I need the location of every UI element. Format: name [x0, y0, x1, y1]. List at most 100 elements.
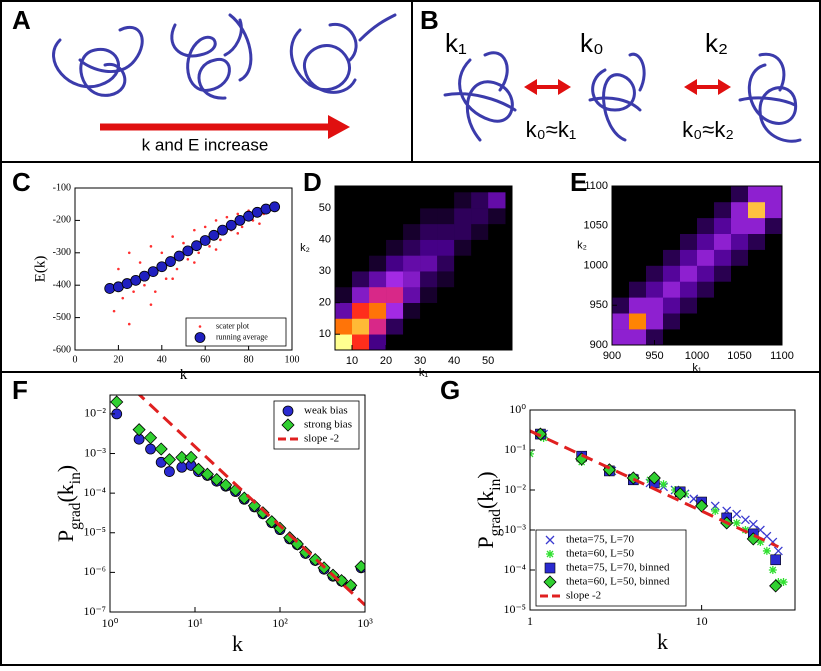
legend-label: theta=75, L=70, binned [566, 562, 670, 574]
colorbar-label: 16 [530, 180, 542, 192]
cell [646, 186, 664, 203]
cell [765, 186, 782, 203]
cell [748, 313, 766, 330]
y-label-part: grad [67, 502, 84, 530]
y-label-part: in [487, 478, 504, 490]
cell [731, 265, 749, 282]
cell [612, 201, 630, 219]
cell [629, 297, 647, 314]
x-tick-label: 20 [113, 354, 123, 365]
cell [335, 271, 353, 288]
point [769, 579, 783, 593]
cell [748, 233, 766, 250]
cell [629, 217, 647, 234]
relation: k₀≈k₂ [682, 117, 734, 142]
colorbar [790, 186, 800, 345]
point [354, 560, 365, 574]
point [143, 283, 146, 287]
cell [352, 255, 370, 272]
cell [748, 297, 766, 314]
cell [663, 217, 681, 234]
y-tick-label: 40 [319, 234, 331, 246]
x-tick-label: 1050 [727, 350, 751, 362]
legend-label: weak bias [304, 405, 348, 417]
colorbar-label: 4 [804, 268, 810, 280]
point [145, 443, 156, 455]
cell [765, 297, 782, 314]
point [175, 450, 189, 464]
point [234, 214, 246, 226]
cell [765, 201, 782, 219]
point [175, 267, 179, 271]
point [256, 506, 270, 520]
point [647, 471, 661, 485]
colorbar-label: 10 [530, 241, 542, 253]
y-label-part: grad [487, 509, 504, 537]
cell [403, 271, 421, 288]
cell [420, 318, 438, 335]
point [265, 515, 279, 529]
colorbar-label: 6 [530, 282, 536, 294]
knots-a [52, 13, 397, 100]
cell [488, 271, 506, 288]
cell [403, 302, 421, 319]
cell [420, 302, 438, 319]
line [530, 429, 780, 549]
cell [454, 239, 472, 256]
cell [420, 208, 438, 225]
cell [352, 302, 370, 319]
cell [437, 271, 455, 288]
cell [420, 286, 438, 303]
cell [369, 334, 387, 350]
y-tick-label: 10⁰ [509, 402, 526, 416]
cell [454, 334, 472, 350]
arrows-b [524, 79, 731, 95]
cell [697, 201, 715, 219]
x-tick-label: 80 [244, 354, 254, 365]
cell [714, 217, 732, 234]
cell [731, 281, 749, 298]
point [182, 245, 194, 257]
point [299, 545, 313, 559]
cell [663, 186, 681, 203]
legend-label: strong bias [304, 419, 352, 431]
cell [369, 271, 387, 288]
cell [646, 217, 664, 234]
legend-label: scater plot [216, 321, 250, 330]
panel-label: A [12, 5, 31, 35]
cell [646, 233, 664, 250]
cell [714, 186, 732, 203]
cell [697, 313, 715, 330]
colorbar-label: 0 [530, 344, 536, 356]
point [219, 478, 233, 492]
cell [663, 329, 681, 345]
cell [420, 239, 438, 256]
x-tick-label: 1100 [770, 350, 794, 362]
point [208, 245, 211, 248]
point [149, 303, 153, 306]
x-axis-label: k₁ [692, 362, 702, 374]
x-tick-label: 1 [527, 614, 533, 628]
y-label-part: (k [53, 484, 78, 502]
cell [386, 334, 404, 350]
cell [352, 192, 370, 209]
cell [386, 208, 404, 225]
cell [352, 334, 370, 350]
y-tick-label: 10 [319, 328, 331, 340]
cell [731, 249, 749, 266]
y-label-part: (k [473, 491, 498, 509]
y-tick-label: 950 [590, 299, 608, 311]
cell [420, 271, 438, 288]
colorbar-label: 2 [530, 323, 536, 335]
cell [403, 318, 421, 335]
point [112, 309, 116, 313]
cell [748, 249, 766, 266]
point [160, 251, 164, 255]
cell [335, 208, 353, 225]
cell [629, 201, 647, 219]
cell [471, 239, 489, 256]
point [143, 431, 158, 445]
y-tick-label: 1000 [584, 259, 608, 271]
point [210, 473, 224, 487]
